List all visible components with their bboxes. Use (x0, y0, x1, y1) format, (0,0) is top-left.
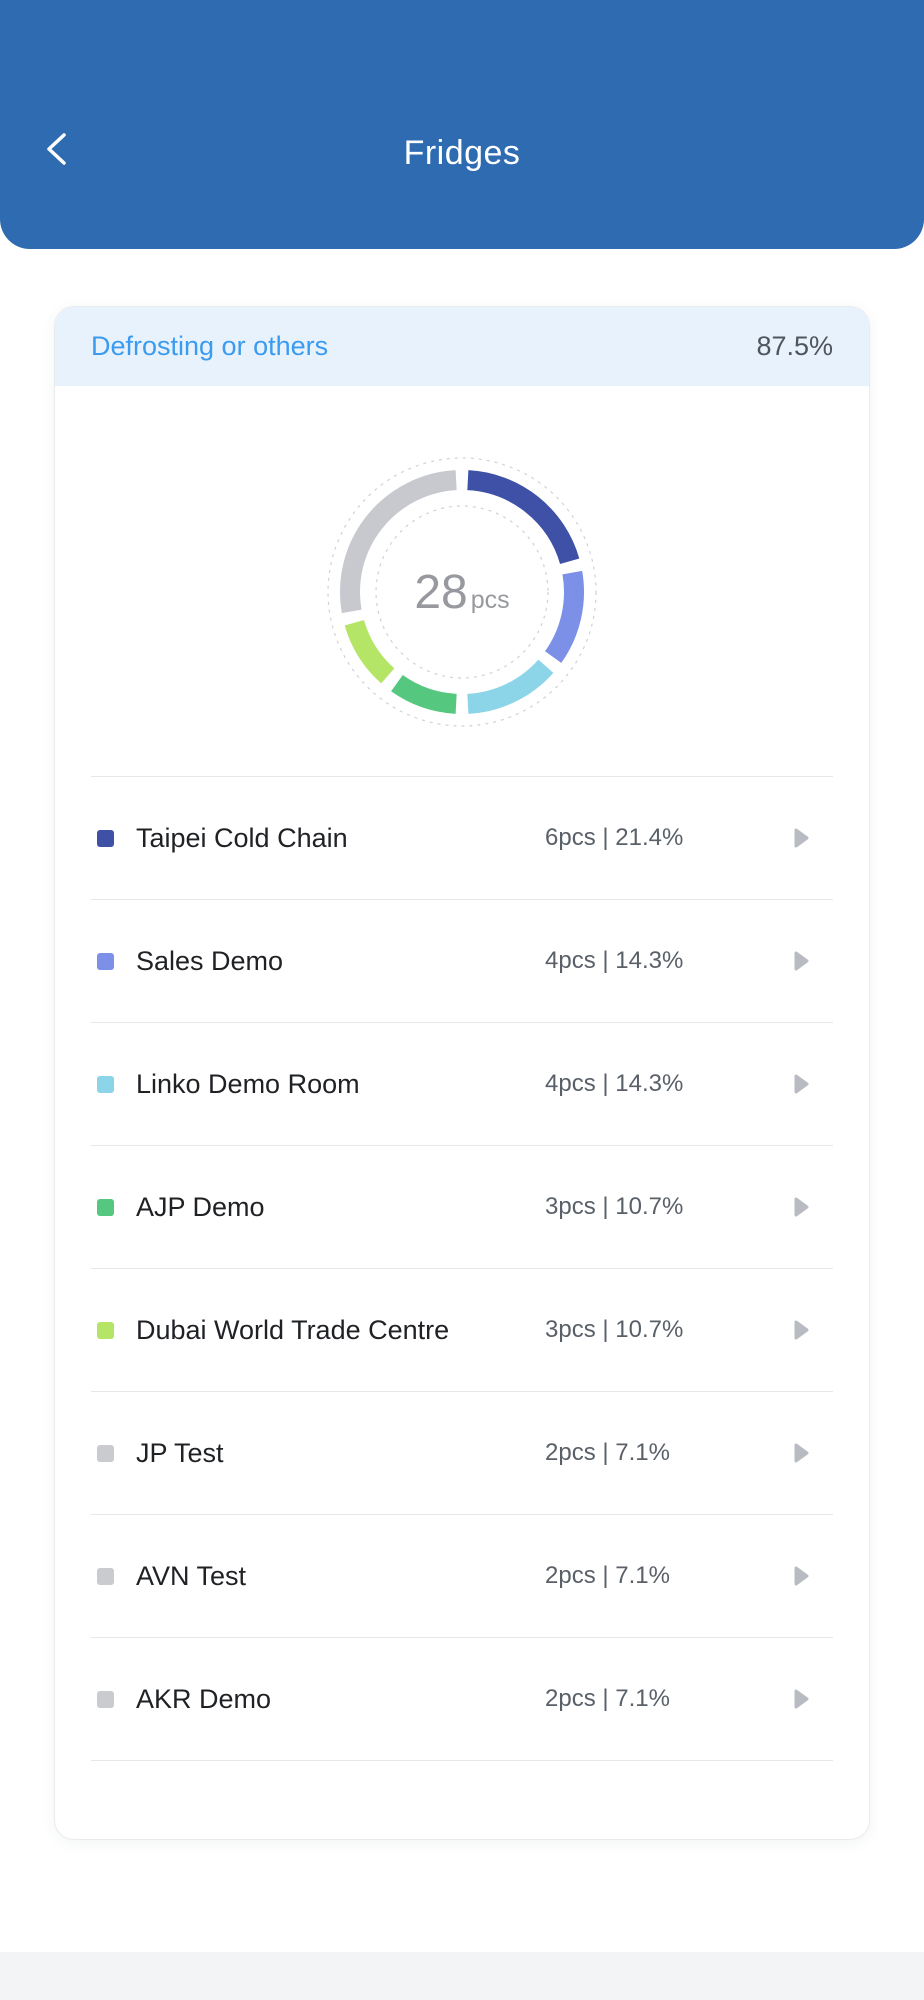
donut-guide-circle (327, 457, 597, 727)
list-item-label: Taipei Cold Chain (136, 822, 348, 853)
list-item-value: 2pcs | 7.1% (545, 1685, 670, 1712)
list-item-value: 4pcs | 14.3% (545, 947, 684, 974)
donut-segment (344, 619, 395, 684)
legend-color-swatch (97, 1690, 114, 1708)
chevron-right-icon (793, 827, 813, 849)
back-button[interactable] (30, 122, 86, 178)
donut-chart: 28 pcs (317, 447, 607, 737)
donut-segment (391, 674, 457, 714)
list-item-label: AJP Demo (136, 1191, 265, 1222)
list-item[interactable]: Linko Demo Room 4pcs | 14.3% (91, 1023, 833, 1146)
list-item[interactable]: Dubai World Trade Centre 3pcs | 10.7% (91, 1269, 833, 1392)
legend-color-swatch (97, 829, 114, 847)
donut-segment (467, 470, 580, 565)
list-item-value: 2pcs | 7.1% (545, 1439, 670, 1466)
chevron-left-icon (38, 132, 78, 172)
list-item[interactable]: AJP Demo 3pcs | 10.7% (91, 1146, 833, 1269)
list-item[interactable]: Sales Demo 4pcs | 14.3% (91, 900, 833, 1023)
legend-color-swatch (97, 1075, 114, 1093)
donut-segment (340, 470, 457, 614)
list-item[interactable]: Taipei Cold Chain 6pcs | 21.4% (91, 777, 833, 900)
donut-guide-circle (375, 505, 549, 679)
defrosting-banner: Defrosting or others 87.5% (55, 307, 869, 386)
list-item-label: Linko Demo Room (136, 1068, 360, 1099)
legend-color-swatch (97, 1444, 114, 1462)
chevron-right-icon (793, 950, 813, 972)
list-item-label: Sales Demo (136, 945, 284, 976)
list-item-label: AVN Test (136, 1560, 247, 1591)
list-item-value: 3pcs | 10.7% (545, 1193, 684, 1220)
fridge-list: Taipei Cold Chain 6pcs | 21.4% Sales Demo 4… (91, 776, 833, 1761)
list-item-value: 2pcs | 7.1% (545, 1562, 670, 1589)
list-item-value: 6pcs | 21.4% (545, 824, 684, 851)
chevron-right-icon (793, 1565, 813, 1587)
donut-segment (544, 570, 584, 663)
list-item-label: Dubai World Trade Centre (136, 1314, 450, 1345)
list-item-value: 3pcs | 10.7% (545, 1316, 684, 1343)
legend-color-swatch (97, 952, 114, 970)
list-item-value: 4pcs | 14.3% (545, 1070, 684, 1097)
list-item-label: AKR Demo (136, 1683, 272, 1714)
legend-color-swatch (97, 1567, 114, 1585)
chevron-right-icon (793, 1688, 813, 1710)
chevron-right-icon (793, 1196, 813, 1218)
list-item[interactable]: AVN Test 2pcs | 7.1% (91, 1515, 833, 1638)
list-item[interactable]: JP Test 2pcs | 7.1% (91, 1392, 833, 1515)
bottom-inset-area (0, 1952, 924, 2000)
header: Fridges (0, 0, 924, 249)
chevron-right-icon (793, 1442, 813, 1464)
chevron-right-icon (793, 1073, 813, 1095)
page-title: Fridges (403, 134, 521, 172)
defrosting-banner-value: 87.5% (756, 331, 833, 361)
fridges-summary-card: Defrosting or others 87.5% 28 pcs Taipei… (54, 306, 870, 1840)
card-bottom-padding (55, 1761, 869, 1839)
donut-chart-svg (327, 457, 597, 727)
list-item-label: JP Test (136, 1437, 224, 1468)
donut-segment (467, 659, 554, 714)
chevron-right-icon (793, 1319, 813, 1341)
legend-color-swatch (97, 1321, 114, 1339)
defrosting-banner-label: Defrosting or others (91, 331, 329, 361)
legend-color-swatch (97, 1198, 114, 1216)
list-item[interactable]: AKR Demo 2pcs | 7.1% (91, 1638, 833, 1761)
